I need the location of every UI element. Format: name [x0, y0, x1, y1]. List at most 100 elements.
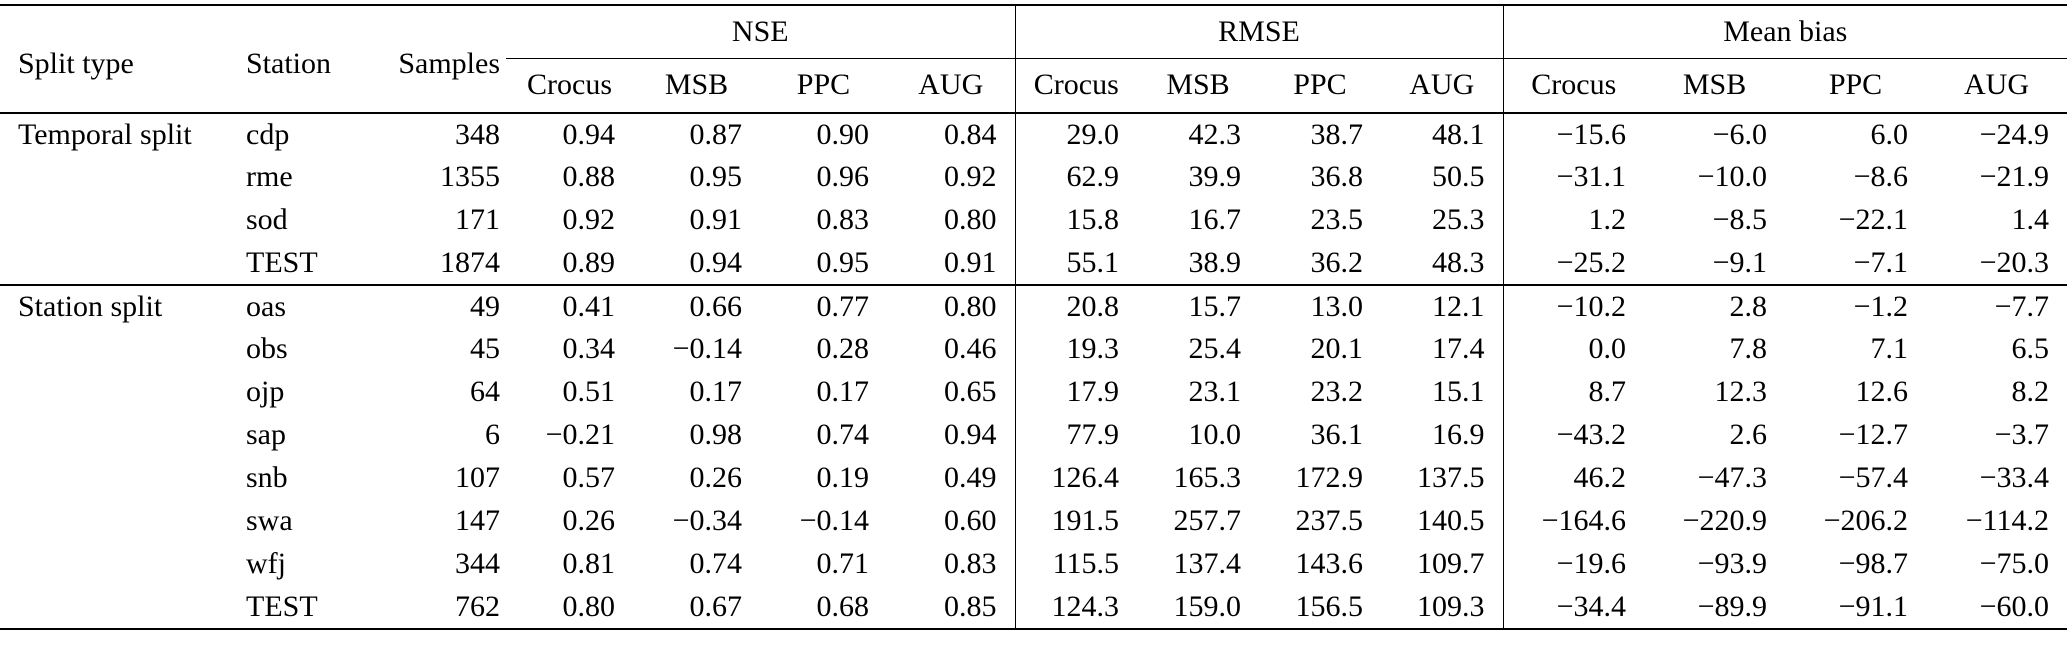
value-cell: 55.1 [1014, 242, 1137, 285]
value-cell: 0.65 [944, 375, 997, 409]
value-cell: −34.4 [1502, 586, 1645, 630]
value-cell: 0.83 [944, 547, 997, 581]
value-cell: 8.7 [1502, 371, 1645, 414]
value-cell: 7.8 [1729, 332, 1768, 366]
value-cell: −7.7 [1926, 284, 2067, 328]
value-cell: −8.5 [1712, 203, 1768, 237]
col-header-nse-ppc: PPC [760, 58, 887, 114]
value-cell: 15.7 [1137, 284, 1259, 328]
split-type-cell [0, 586, 238, 630]
value-cell: 7.1 [1870, 332, 1909, 366]
value-cell: 39.9 [1188, 160, 1242, 194]
value-cell: −220.9 [1682, 504, 1768, 538]
value-cell: 0.68 [760, 586, 887, 630]
table-body: Temporal split cdp 348 0.94 0.87 0.90 0.84 29.0… [0, 113, 2067, 630]
col-header-bias-aug: AUG [1926, 58, 2067, 114]
value-cell: 38.7 [1310, 117, 1364, 151]
value-cell: 137.4 [1173, 547, 1242, 581]
header-sub-row: Crocus MSB PPC AUG Crocus MSB PPC AUG Cr… [0, 58, 2067, 114]
group-header-nse: NSE [506, 4, 1015, 59]
split-type-cell [0, 414, 238, 457]
col-header-bias-msb: MSB [1644, 58, 1786, 114]
samples-cell: 762 [378, 586, 506, 630]
value-cell: 19.3 [1014, 328, 1137, 371]
col-header-split-type: Split type [0, 4, 238, 114]
value-cell: −1.2 [1785, 284, 1927, 328]
table-row: TEST 1874 0.89 0.94 0.95 0.91 55.1 38.9 36.2 48.3… [0, 242, 2067, 285]
value-cell: −47.3 [1697, 461, 1768, 495]
value-cell: 156.5 [1259, 586, 1381, 630]
value-cell: 16.9 [1432, 418, 1485, 452]
col-header-station: Station [238, 4, 378, 114]
value-cell: −60.0 [1926, 586, 2067, 630]
value-cell: −25.2 [1502, 242, 1645, 285]
value-cell: −10.2 [1502, 284, 1645, 328]
col-header-bias-ppc: PPC [1785, 58, 1927, 114]
value-cell: 6.0 [1870, 117, 1909, 151]
value-cell: −164.6 [1502, 500, 1645, 543]
station-cell: wfj [246, 547, 286, 581]
value-cell: 0.91 [689, 203, 743, 237]
value-cell: 0.34 [562, 332, 616, 366]
group-header-mean-bias: Mean bias [1502, 4, 2067, 59]
value-cell: 0.19 [816, 461, 870, 495]
samples-cell: 1874 [440, 245, 500, 279]
station-cell: sap [246, 418, 286, 452]
value-cell: 0.89 [562, 245, 616, 279]
value-cell: 0.81 [562, 547, 616, 581]
table-row: wfj 344 0.81 0.74 0.71 0.83 115.5 137.4 143.6 109… [0, 543, 2067, 586]
value-cell: 0.77 [760, 284, 887, 328]
value-cell: 17.9 [1014, 371, 1137, 414]
value-cell: 0.67 [633, 586, 760, 630]
value-cell: 17.4 [1432, 332, 1485, 366]
value-cell: 257.7 [1173, 504, 1242, 538]
samples-cell: 171 [455, 203, 500, 237]
results-table: Split type Station Samples NSE RMSE Mean… [0, 4, 2067, 630]
value-cell: 23.5 [1310, 203, 1364, 237]
table-row: Station split oas 49 0.41 0.66 0.77 0.80 20.8 15… [0, 284, 2067, 328]
value-cell: 159.0 [1137, 586, 1259, 630]
value-cell: −93.9 [1697, 547, 1768, 581]
value-cell: 77.9 [1014, 414, 1137, 457]
value-cell: 0.98 [689, 418, 743, 452]
value-cell: 0.95 [816, 245, 870, 279]
table-row: ojp 64 0.51 0.17 0.17 0.65 17.9 23.1 23.2 15.1 8.7… [0, 371, 2067, 414]
value-cell: 126.4 [1014, 457, 1137, 500]
value-cell: 13.0 [1259, 284, 1381, 328]
value-cell: 0.49 [944, 461, 997, 495]
value-cell: 2.8 [1644, 284, 1786, 328]
value-cell: −31.1 [1502, 156, 1645, 199]
value-cell: 10.0 [1188, 418, 1242, 452]
split-type-cell [0, 457, 238, 500]
value-cell: 0.57 [562, 461, 616, 495]
samples-cell: 147 [455, 504, 500, 538]
value-cell: −57.4 [1838, 461, 1909, 495]
table-row: Temporal split cdp 348 0.94 0.87 0.90 0.84 29.0… [0, 113, 2067, 156]
value-cell: 0.87 [689, 117, 743, 151]
value-cell: 0.0 [1502, 328, 1645, 371]
value-cell: −12.7 [1838, 418, 1909, 452]
value-cell: 0.91 [944, 245, 997, 279]
value-cell: −89.9 [1644, 586, 1786, 630]
value-cell: −0.34 [672, 504, 742, 538]
value-cell: 15.1 [1432, 375, 1485, 409]
value-cell: −9.1 [1712, 245, 1768, 279]
value-cell: 1.2 [1502, 199, 1645, 242]
value-cell: −7.1 [1853, 245, 1909, 279]
value-cell: −19.6 [1502, 543, 1645, 586]
col-header-nse-msb: MSB [633, 58, 760, 114]
value-cell: 0.85 [887, 586, 1015, 630]
col-header-rmse-aug: AUG [1381, 58, 1504, 114]
table-row: TEST 762 0.80 0.67 0.68 0.85 124.3 159.0 156.5 10… [0, 586, 2067, 630]
value-cell: 46.2 [1502, 457, 1645, 500]
group-header-rmse: RMSE [1014, 4, 1504, 59]
value-cell: 20.1 [1310, 332, 1364, 366]
value-cell: 0.74 [816, 418, 870, 452]
value-cell: 48.3 [1432, 245, 1485, 279]
value-cell: −0.14 [672, 332, 742, 366]
value-cell: 0.80 [944, 203, 997, 237]
table-row: obs 45 0.34 −0.14 0.28 0.46 19.3 25.4 20.1 17.4 0.… [0, 328, 2067, 371]
value-cell: 0.95 [689, 160, 743, 194]
value-cell: −8.6 [1853, 160, 1909, 194]
col-header-bias-crocus: Crocus [1502, 58, 1645, 114]
